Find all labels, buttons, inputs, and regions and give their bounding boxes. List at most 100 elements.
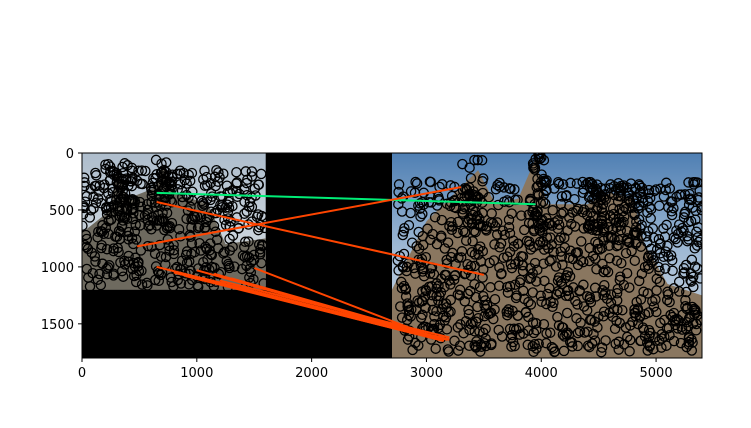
keypoint-marker [193,263,204,274]
keypoint-marker [622,187,634,199]
keypoint-marker [82,239,90,251]
keypoint-marker [685,275,696,286]
keypoint-marker [116,221,128,232]
keypoint-marker [586,338,598,349]
keypoint-marker [460,315,472,327]
keypoint-marker [420,302,431,314]
keypoint-marker [452,227,463,239]
keypoint-marker [528,241,539,253]
keypoint-marker [529,257,541,269]
keypoint-marker [517,260,528,271]
keypoint-marker [612,283,624,295]
keypoint-marker [671,191,682,203]
keypoint-marker [592,322,603,333]
keypoint-marker [154,239,166,251]
keypoint-marker [610,338,621,350]
keypoint-marker [654,200,665,212]
keypoint-marker [426,197,437,208]
keypoint-marker [602,266,614,278]
keypoint-marker [543,243,554,254]
keypoint-marker [503,221,515,233]
keypoint-marker [597,199,609,210]
keypoint-marker [467,236,478,247]
keypoint-marker [117,185,129,196]
keypoint-marker [683,216,694,228]
x-tick-label: 4000 [525,366,558,381]
keypoint-marker [127,193,138,205]
keypoint-marker [535,290,546,302]
keypoint-marker [553,219,565,230]
keypoint-marker [248,254,260,266]
keypoint-marker [584,341,595,353]
keypoint-marker [611,288,623,299]
keypoint-marker [556,251,568,262]
keypoint-marker [477,207,488,219]
keypoint-marker [103,188,114,199]
keypoint-marker [229,261,240,272]
keypoint-markers [82,153,702,358]
keypoint-marker [519,224,530,236]
keypoint-marker [637,192,649,204]
keypoint-marker [476,155,488,166]
keypoint-marker [246,171,258,182]
keypoint-marker [201,171,212,183]
keypoint-marker [424,176,436,187]
keypoint-marker [398,248,410,260]
keypoint-marker [239,251,251,263]
keypoint-marker [411,178,423,189]
keypoint-marker [154,214,165,226]
keypoint-marker [494,181,505,192]
keypoint-marker [156,186,167,197]
keypoint-marker [630,229,641,241]
keypoint-marker [547,205,558,216]
keypoint-marker [550,261,562,272]
keypoint-marker [137,178,148,190]
keypoint-marker [620,203,632,215]
keypoint-marker [444,220,455,232]
keypoint-marker [695,234,702,246]
keypoint-marker [517,265,529,277]
keypoint-marker [256,210,267,222]
keypoint-marker [620,247,632,259]
keypoint-marker [436,303,448,315]
keypoint-marker [494,242,505,253]
keypoint-marker [414,198,426,209]
keypoint-marker [84,212,96,223]
keypoint-marker [136,165,148,176]
keypoint-marker [566,218,577,230]
keypoint-marker [255,168,267,180]
keypoint-marker [514,277,526,288]
y-tick-label: 500 [49,204,74,219]
keypoint-marker [661,294,673,306]
keypoint-marker [642,252,654,264]
keypoint-marker [628,195,639,206]
keypoint-marker [90,197,102,208]
keypoint-marker [141,277,153,289]
keypoint-marker [496,268,507,279]
keypoint-marker [575,236,587,247]
keypoint-marker [253,179,264,190]
keypoint-marker [663,251,674,262]
keypoint-marker [198,174,209,185]
keypoint-marker [578,256,589,268]
keypoint-marker [430,343,441,354]
keypoint-marker [126,162,138,174]
keypoint-marker [485,282,496,293]
keypoint-marker [592,218,604,229]
keypoint-marker [651,306,662,318]
keypoint-marker [441,258,453,269]
y-tick-label: 1000 [41,261,74,276]
keypoint-marker [612,196,624,207]
keypoint-marker [673,286,685,297]
keypoint-marker [240,166,252,177]
keypoint-marker [638,286,649,298]
keypoint-marker [493,324,504,336]
keypoint-marker [410,337,421,349]
keypoint-marker [452,345,464,356]
keypoint-marker [146,197,157,208]
keypoint-marker [637,322,649,333]
keypoint-marker [464,189,475,201]
keypoint-marker [440,311,452,323]
keypoint-marker [677,222,688,234]
keypoint-marker [480,223,492,235]
